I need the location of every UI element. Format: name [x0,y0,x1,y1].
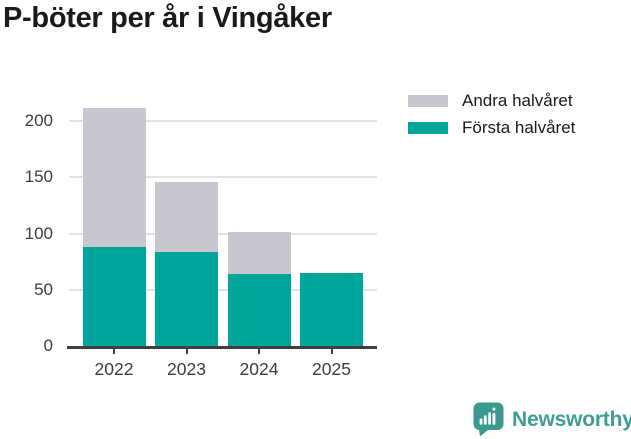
bar-2023-forsta-halvaret [155,251,218,346]
newsworthy-logo-text: Newsworthy [512,407,631,431]
bar-2024-forsta-halvaret [227,274,291,346]
bar-2024-andra-halvaret [227,232,291,274]
legend-swatch-forsta-halvaret [408,122,448,134]
legend-item-forsta-halvaret: Första halvåret [408,118,575,137]
x-axis-tick-2022 [113,348,115,354]
newsworthy-branding[interactable]: Newsworthy [473,402,631,437]
x-axis-tick-label-2024: 2024 [239,359,279,379]
chart-title: P-böter per år i Vingåker [3,2,332,34]
bar-2022-andra-halvaret [82,107,146,247]
newsworthy-logo-icon [473,402,504,437]
x-axis-tick-label-2023: 2023 [167,359,206,379]
x-axis-tick-2024 [258,348,260,354]
gridline-y-200 [69,120,377,122]
gridline-y-100 [69,232,377,235]
y-axis-tick-label-150: 150 [24,167,53,187]
legend-label-forsta-halvaret: Första halvåret [462,118,576,137]
y-axis-tick-label-50: 50 [34,279,53,299]
x-axis-tick-label-2025: 2025 [312,359,351,379]
legend-label-andra-halvaret: Andra halvåret [462,91,573,110]
legend-swatch-andra-halvaret [408,95,448,107]
x-axis-tick-2025 [330,348,333,354]
x-axis-tick-2023 [185,348,188,354]
x-axis-tick-label-2022: 2022 [94,359,134,379]
bar-2022-forsta-halvaret [82,247,146,346]
legend: Andra halvåret Första halvåret [408,91,575,149]
gridline-y-150 [69,176,377,179]
y-axis-tick-label-200: 200 [24,111,53,130]
y-axis-tick-label-100: 100 [24,223,53,243]
bar-2023-andra-halvaret [155,181,218,252]
gridline-y-50 [69,288,377,291]
legend-item-andra-halvaret: Andra halvåret [408,91,575,110]
bar-2025-forsta-halvaret [300,272,363,346]
y-axis-tick-label-0: 0 [43,336,53,355]
x-axis-line [67,346,377,349]
